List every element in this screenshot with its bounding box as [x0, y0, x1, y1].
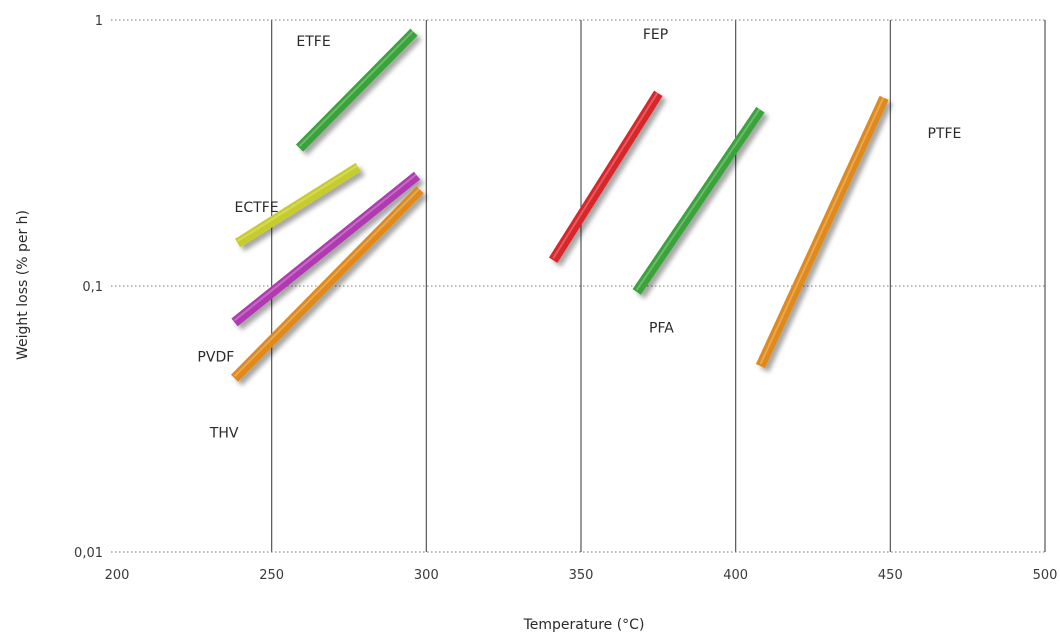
series-label-pfa: PFA: [649, 320, 674, 336]
x-tick-label: 500: [1033, 568, 1058, 583]
x-tick-label: 400: [723, 568, 748, 583]
series-pfa-highlight: [635, 107, 762, 291]
series-fep-bar: [548, 90, 663, 263]
series-group: [230, 28, 889, 382]
x-tick-label: 200: [105, 568, 130, 583]
series-label-ptfe: PTFE: [927, 126, 961, 142]
series-label-thv: THV: [209, 425, 239, 441]
x-tick-label: 450: [878, 568, 903, 583]
series-label-fep: FEP: [643, 27, 668, 43]
y-tick-label: 1: [95, 14, 103, 29]
series-fep-highlight: [552, 90, 660, 259]
series-thv-bar: [230, 186, 424, 382]
series-pvdf-highlight: [233, 172, 418, 322]
x-tick-label: 300: [414, 568, 439, 583]
series-label-ectfe: ECTFE: [235, 200, 279, 216]
series-ectfe-highlight: [237, 164, 359, 242]
series-labels: ETFE ECTFE PVDF THV FEP PFA PTFE: [197, 27, 961, 441]
x-tick-label: 250: [259, 568, 284, 583]
series-pfa-bar: [632, 106, 765, 295]
series-ectfe-bar: [234, 162, 361, 248]
series-etfe-highlight: [298, 29, 415, 147]
y-tick-label: 0,01: [74, 546, 103, 561]
series-ptfe-bar: [755, 95, 889, 369]
grid: [111, 19, 1046, 553]
x-tick-label: 350: [569, 568, 594, 583]
series-etfe-bar: [295, 28, 418, 152]
series-label-etfe: ETFE: [296, 34, 330, 50]
y-axis-label: Weight loss (% per h): [15, 210, 31, 360]
tick-labels: 200 250 300 350 400 450 500 1 0,1 0,01: [74, 14, 1057, 583]
series-ptfe-highlight: [759, 95, 886, 365]
x-axis-label: Temperature (°C): [523, 617, 645, 633]
series-pvdf-bar: [231, 171, 421, 327]
y-tick-label: 0,1: [82, 280, 103, 295]
series-label-pvdf: PVDF: [197, 350, 234, 366]
series-thv-highlight: [233, 187, 421, 377]
